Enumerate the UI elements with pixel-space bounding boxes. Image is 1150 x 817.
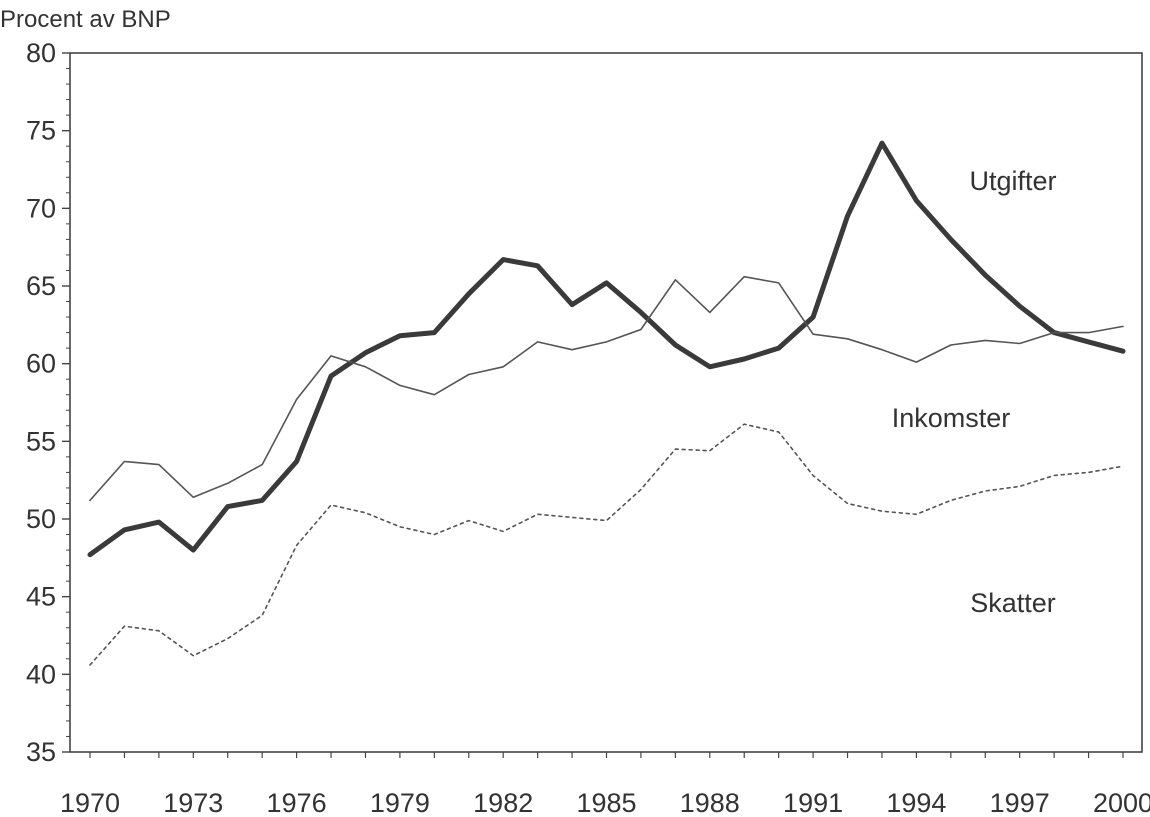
x-tick-label: 1991 <box>783 788 843 817</box>
x-tick-label: 2000 <box>1093 788 1150 817</box>
series-line-inkomster <box>89 275 1124 502</box>
axes: 35 40 45 50 55 60 65 70 75 80 1970 1973 1976 1979 1982… <box>26 38 1150 817</box>
x-tick-label: 1988 <box>680 788 740 817</box>
y-tick-label: 55 <box>26 426 56 456</box>
x-tick-label: 1982 <box>473 788 533 817</box>
x-tick-label: 1979 <box>370 788 430 817</box>
y-tick-label: 35 <box>26 737 56 767</box>
y-axis-label: Procent av BNP <box>0 6 171 33</box>
series-line-skatter <box>89 423 1124 666</box>
x-tick-label: 1976 <box>267 788 327 817</box>
series-label-inkomster: Inkomster <box>892 403 1011 433</box>
x-tick-label: 1973 <box>163 788 223 817</box>
y-tick-label: 50 <box>26 504 56 534</box>
series-labels: Utgifter Inkomster Skatter <box>892 166 1057 618</box>
y-tick-label: 80 <box>26 38 56 68</box>
x-tick-label: 1997 <box>990 788 1050 817</box>
x-tick-label: 1985 <box>576 788 636 817</box>
x-tick-label: 1994 <box>886 788 946 817</box>
y-tick-label: 60 <box>26 349 56 379</box>
x-tick-label: 1970 <box>60 788 120 817</box>
y-tick-label: 45 <box>26 582 56 612</box>
series-label-utgifter: Utgifter <box>969 166 1056 196</box>
y-tick-label: 40 <box>26 659 56 689</box>
series-line-utgifter <box>87 140 1126 558</box>
y-tick-label: 75 <box>26 116 56 146</box>
series-label-skatter: Skatter <box>970 588 1056 618</box>
series-lines <box>87 140 1126 666</box>
y-tick-label: 65 <box>26 271 56 301</box>
y-tick-label: 70 <box>26 193 56 223</box>
